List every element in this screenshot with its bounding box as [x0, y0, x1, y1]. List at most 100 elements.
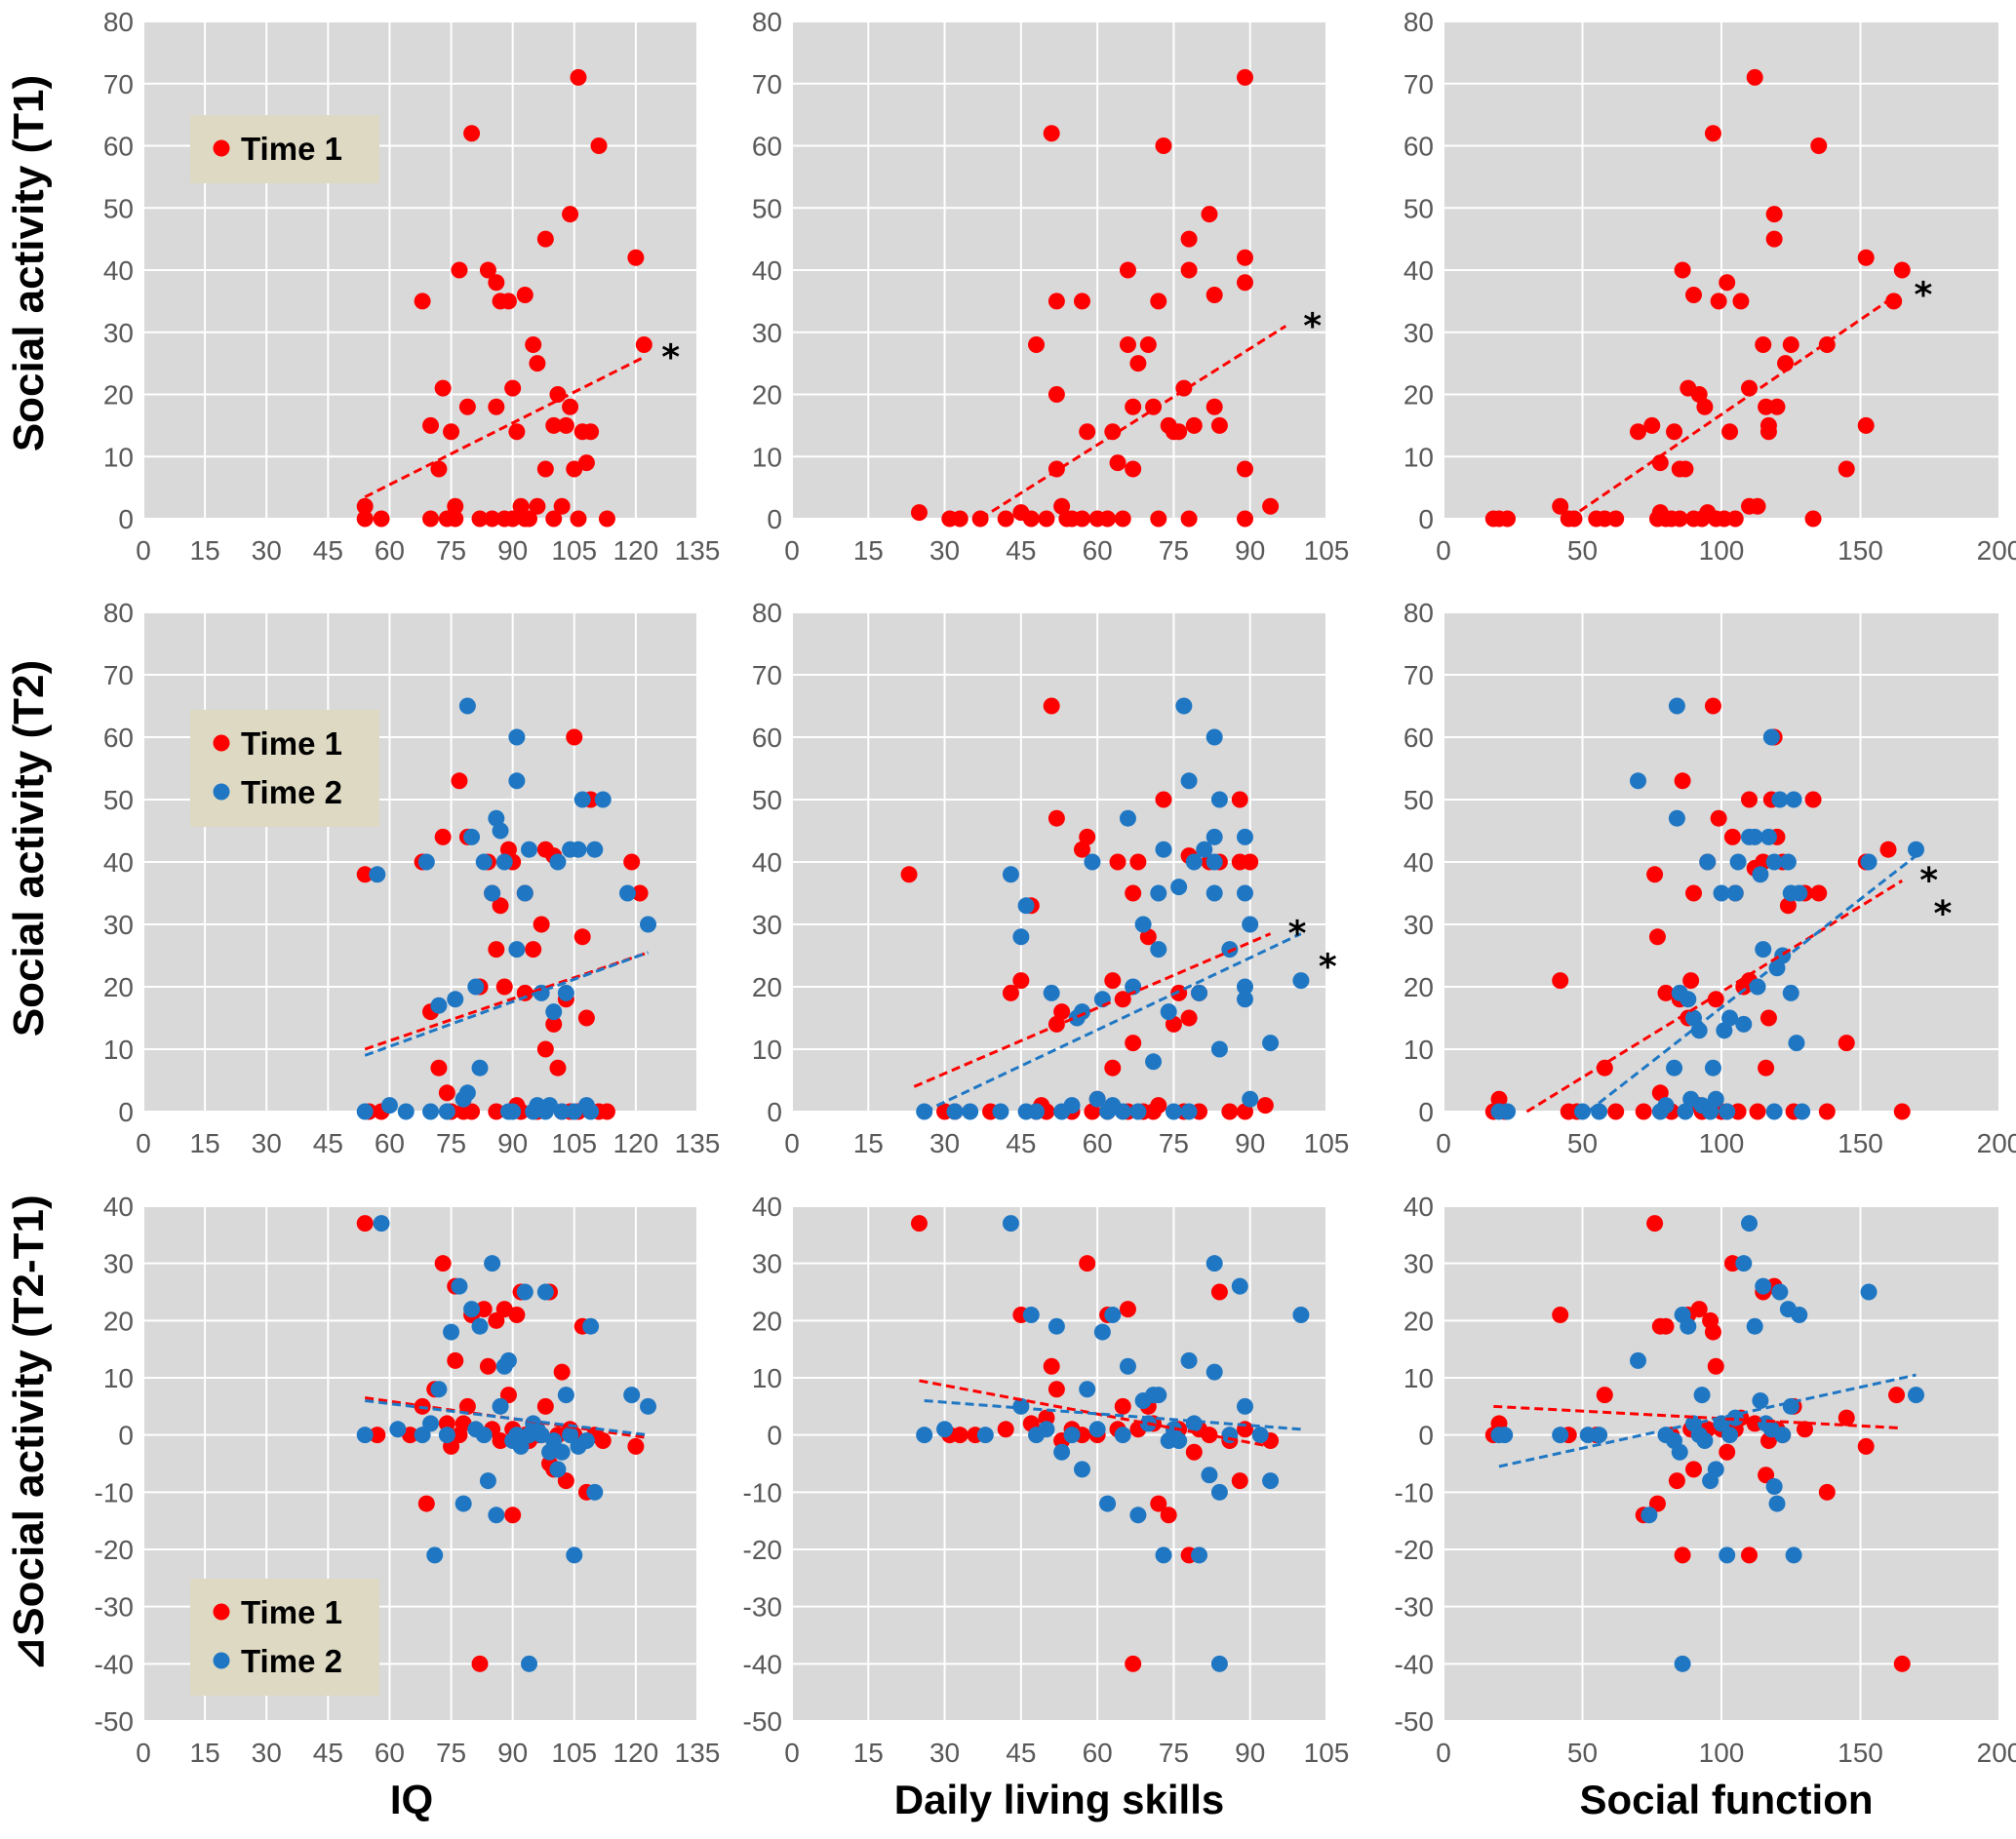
time1-point: [1165, 1015, 1182, 1033]
time2-point: [458, 1084, 476, 1102]
time2-point: [1165, 1103, 1182, 1120]
time1-trendline: [1567, 293, 1898, 521]
time2-point: [1735, 1015, 1753, 1033]
y-tick-label: 30: [1403, 1249, 1434, 1279]
time2-point: [1210, 1483, 1228, 1501]
significance-star: *: [1934, 894, 1953, 934]
y-tick-label: 0: [118, 504, 134, 534]
time2-point: [1155, 841, 1172, 858]
x-tick-label: 45: [1006, 1128, 1036, 1158]
time1-point: [1221, 1103, 1239, 1120]
time1-point: [438, 1084, 455, 1102]
time1-trendline: [979, 325, 1287, 521]
time1-point: [512, 497, 530, 515]
time1-point: [1630, 423, 1646, 441]
time1-point: [1765, 230, 1783, 248]
time2-point: [1012, 1397, 1030, 1415]
time2-point: [1668, 809, 1685, 827]
time1-point: [590, 137, 608, 154]
y-tick-label: 0: [118, 1421, 134, 1451]
time2-point: [1630, 772, 1646, 790]
time1-point: [1139, 928, 1157, 946]
scatter-panel-r2c1: -50 -40 -30 -20 -10 0 10 20 30 40 0 15 30 45 60 75 90 105: [743, 1192, 1350, 1768]
time1-point: [1696, 398, 1714, 415]
time1-point: [536, 230, 554, 248]
time2-point: [1719, 1546, 1736, 1564]
time2-trendline: [364, 951, 650, 1057]
time2-point: [1119, 1357, 1136, 1375]
time2-point: [1191, 1546, 1208, 1564]
time1-point: [1160, 1506, 1177, 1524]
x-tick-label: 150: [1838, 1128, 1883, 1158]
time1-point: [1125, 398, 1142, 415]
time1-point: [488, 274, 505, 292]
time2-point: [1242, 1090, 1259, 1108]
x-tick-label: 30: [929, 535, 960, 566]
x-tick-label: 30: [252, 1128, 282, 1158]
time2-point: [1251, 1427, 1269, 1444]
y-tick-label: 80: [752, 7, 782, 37]
time1-point: [536, 1040, 554, 1058]
significance-star: *: [1288, 915, 1307, 955]
time1-point: [356, 510, 374, 528]
x-tick-label: 0: [784, 1738, 800, 1768]
time2-point: [1125, 978, 1142, 996]
time2-point: [582, 1103, 600, 1120]
time1-point: [1797, 1421, 1813, 1438]
y-tick-label: -50: [743, 1706, 782, 1737]
time2-point: [463, 828, 481, 845]
y-tick-label: -50: [1395, 1706, 1434, 1737]
y-tick-label: 50: [1403, 193, 1434, 223]
x-tick-label: 105: [1304, 535, 1350, 566]
time1-point: [488, 1311, 505, 1329]
time1-point: [447, 510, 464, 528]
y-tick-label: 30: [103, 1249, 134, 1279]
time1-point: [1170, 423, 1188, 441]
time1-point: [1262, 497, 1280, 515]
time2-point: [1721, 1427, 1739, 1444]
time1-point: [1893, 1655, 1911, 1672]
y-tick-label: 80: [752, 598, 782, 628]
time1-point: [508, 1306, 526, 1323]
y-tick-label: -40: [743, 1649, 782, 1679]
time1-point: [1565, 510, 1583, 528]
time1-point: [1150, 293, 1167, 310]
time1-point: [1674, 261, 1691, 279]
time1-point: [631, 884, 649, 902]
y-tick-label: 60: [752, 132, 782, 162]
time2-point: [962, 1103, 979, 1120]
y-tick-label: 40: [103, 1192, 134, 1222]
row-label-delta: ⊿Social activity (T2-T1): [5, 1194, 53, 1671]
time1-point: [1114, 991, 1131, 1008]
y-tick-label: 60: [1403, 132, 1434, 162]
y-tick-label: -10: [1395, 1477, 1434, 1507]
x-tick-label: 45: [313, 1128, 343, 1158]
time2-point: [484, 884, 501, 902]
y-tick-label: 40: [103, 255, 134, 286]
time1-point: [1043, 1357, 1060, 1375]
time1-point: [484, 510, 501, 528]
time2-point: [1150, 941, 1167, 959]
time2-point: [1160, 1003, 1177, 1021]
time1-point: [1119, 261, 1136, 279]
time1-point: [549, 386, 567, 403]
time1-point: [1129, 355, 1147, 372]
time1-point: [1677, 460, 1694, 478]
time1-point: [1242, 853, 1259, 871]
time1-point: [1607, 1103, 1625, 1120]
time2-point: [467, 978, 485, 996]
time2-point: [1713, 884, 1730, 902]
time2-point: [369, 866, 386, 883]
time1-point: [536, 1397, 554, 1415]
time2-point: [1591, 1427, 1608, 1444]
x-tick-label: 120: [613, 1128, 659, 1158]
significance-star: *: [1919, 861, 1938, 901]
time1-point: [577, 454, 595, 472]
time2-point: [1043, 984, 1060, 1001]
x-tick-label: 50: [1567, 1738, 1598, 1768]
time1-point: [356, 497, 374, 515]
y-tick-label: -20: [95, 1535, 134, 1565]
time1-point: [1104, 972, 1122, 990]
time2-trendline: [365, 1398, 649, 1437]
time2-point: [520, 1655, 537, 1672]
